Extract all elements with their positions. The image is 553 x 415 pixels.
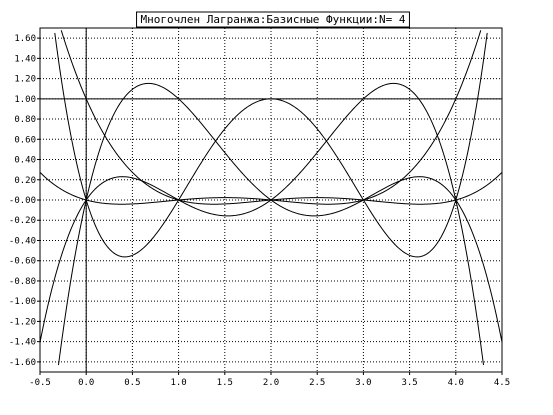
y-tick-label: 1.20 xyxy=(14,75,36,85)
tick-labels: -0.5 0.0 0.5 1.0 1.5 2.0 2.5 3.0 3.5 4.0 4.5 1.60 1.… xyxy=(9,34,510,388)
series-line-4 xyxy=(39,30,482,205)
x-tick-label: 4.5 xyxy=(494,378,510,388)
series-line-0 xyxy=(60,30,503,205)
series-lines xyxy=(39,30,503,366)
y-tick-label: 0.60 xyxy=(14,135,36,145)
x-tick-label: 2.0 xyxy=(263,378,279,388)
x-tick-label: -0.5 xyxy=(29,378,51,388)
grid xyxy=(37,28,503,375)
x-tick-label: 1.0 xyxy=(170,378,186,388)
y-tick-label: -1.40 xyxy=(9,338,36,348)
x-tick-label: 2.5 xyxy=(309,378,325,388)
x-tick-label: 3.0 xyxy=(355,378,371,388)
x-tick-label: 0.5 xyxy=(124,378,140,388)
y-tick-label: 1.40 xyxy=(14,54,36,64)
y-tick-label: -0.00 xyxy=(9,196,36,206)
y-tick-label: 0.20 xyxy=(14,176,36,186)
y-tick-label: -0.80 xyxy=(9,277,36,287)
y-tick-label: 0.80 xyxy=(14,115,36,125)
y-tick-label: -1.00 xyxy=(9,297,36,307)
y-tick-label: 1.60 xyxy=(14,34,36,44)
y-tick-label: -1.60 xyxy=(9,358,36,368)
x-tick-label: 1.5 xyxy=(217,378,233,388)
x-tick-label: 3.5 xyxy=(401,378,417,388)
plot-frame xyxy=(39,27,503,373)
y-tick-label: -1.20 xyxy=(9,317,36,327)
y-tick-label: -0.60 xyxy=(9,257,36,267)
y-tick-label: 0.40 xyxy=(14,156,36,166)
chart-title-frame xyxy=(136,11,410,28)
series-line-3 xyxy=(39,82,485,366)
y-tick-label: 1.00 xyxy=(14,95,36,105)
x-tick-label: 0.0 xyxy=(78,378,94,388)
y-tick-label: -0.40 xyxy=(9,236,36,246)
y-tick-label: -0.20 xyxy=(9,216,36,226)
x-tick-label: 4.0 xyxy=(448,378,464,388)
series-line-1 xyxy=(57,82,503,366)
chart-title: Многочлен Лагранжа:Базисные Функции:N= 4 xyxy=(141,13,406,26)
chart-title-box: Многочлен Лагранжа:Базисные Функции:N= 4 xyxy=(136,11,410,28)
